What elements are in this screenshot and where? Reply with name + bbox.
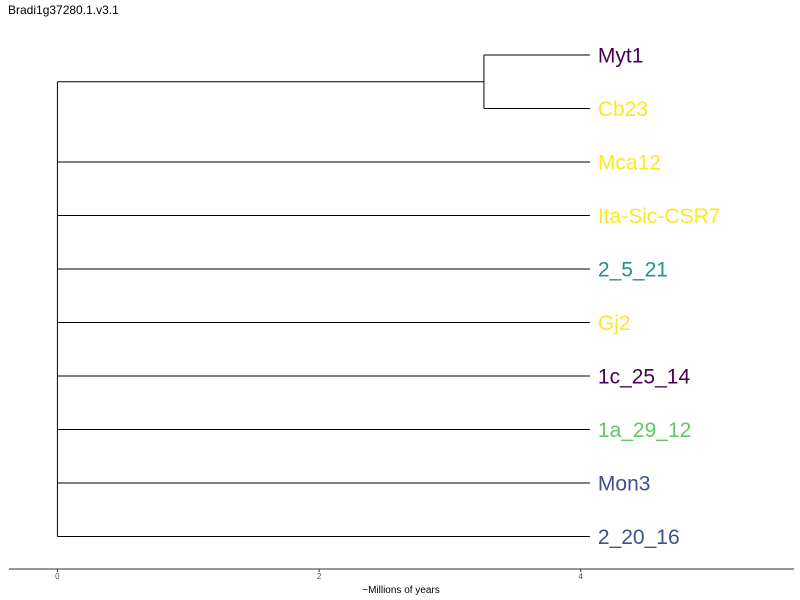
tip-label: Gj2 (598, 312, 631, 335)
tip-label: 1c_25_14 (598, 366, 691, 389)
tip-label: 2_20_16 (598, 526, 680, 549)
tip-label: Myt1 (598, 45, 644, 68)
tip-label: Mon3 (598, 473, 651, 496)
x-tick-label: 4 (579, 572, 584, 581)
chart-title: Bradi1g37280.1.v3.1 (8, 3, 119, 17)
x-tick-label: 0 (55, 572, 60, 581)
tip-label: Ita-Sic-CSR7 (598, 205, 721, 228)
x-axis: 0 2 4 ~Millions of years (9, 568, 794, 596)
tip-label: Cb23 (598, 98, 648, 121)
tip-labels: Myt1 Cb23 Mca12 Ita-Sic-CSR7 2_5_21 Gj2 1c_25_… (598, 45, 721, 550)
tip-label: 2_5_21 (598, 259, 668, 282)
tip-label: Mca12 (598, 152, 661, 175)
tree-branches (56, 54, 590, 537)
tip-label: 1a_29_12 (598, 419, 691, 442)
x-tick-label: 2 (317, 572, 322, 581)
x-axis-title: ~Millions of years (362, 585, 440, 596)
